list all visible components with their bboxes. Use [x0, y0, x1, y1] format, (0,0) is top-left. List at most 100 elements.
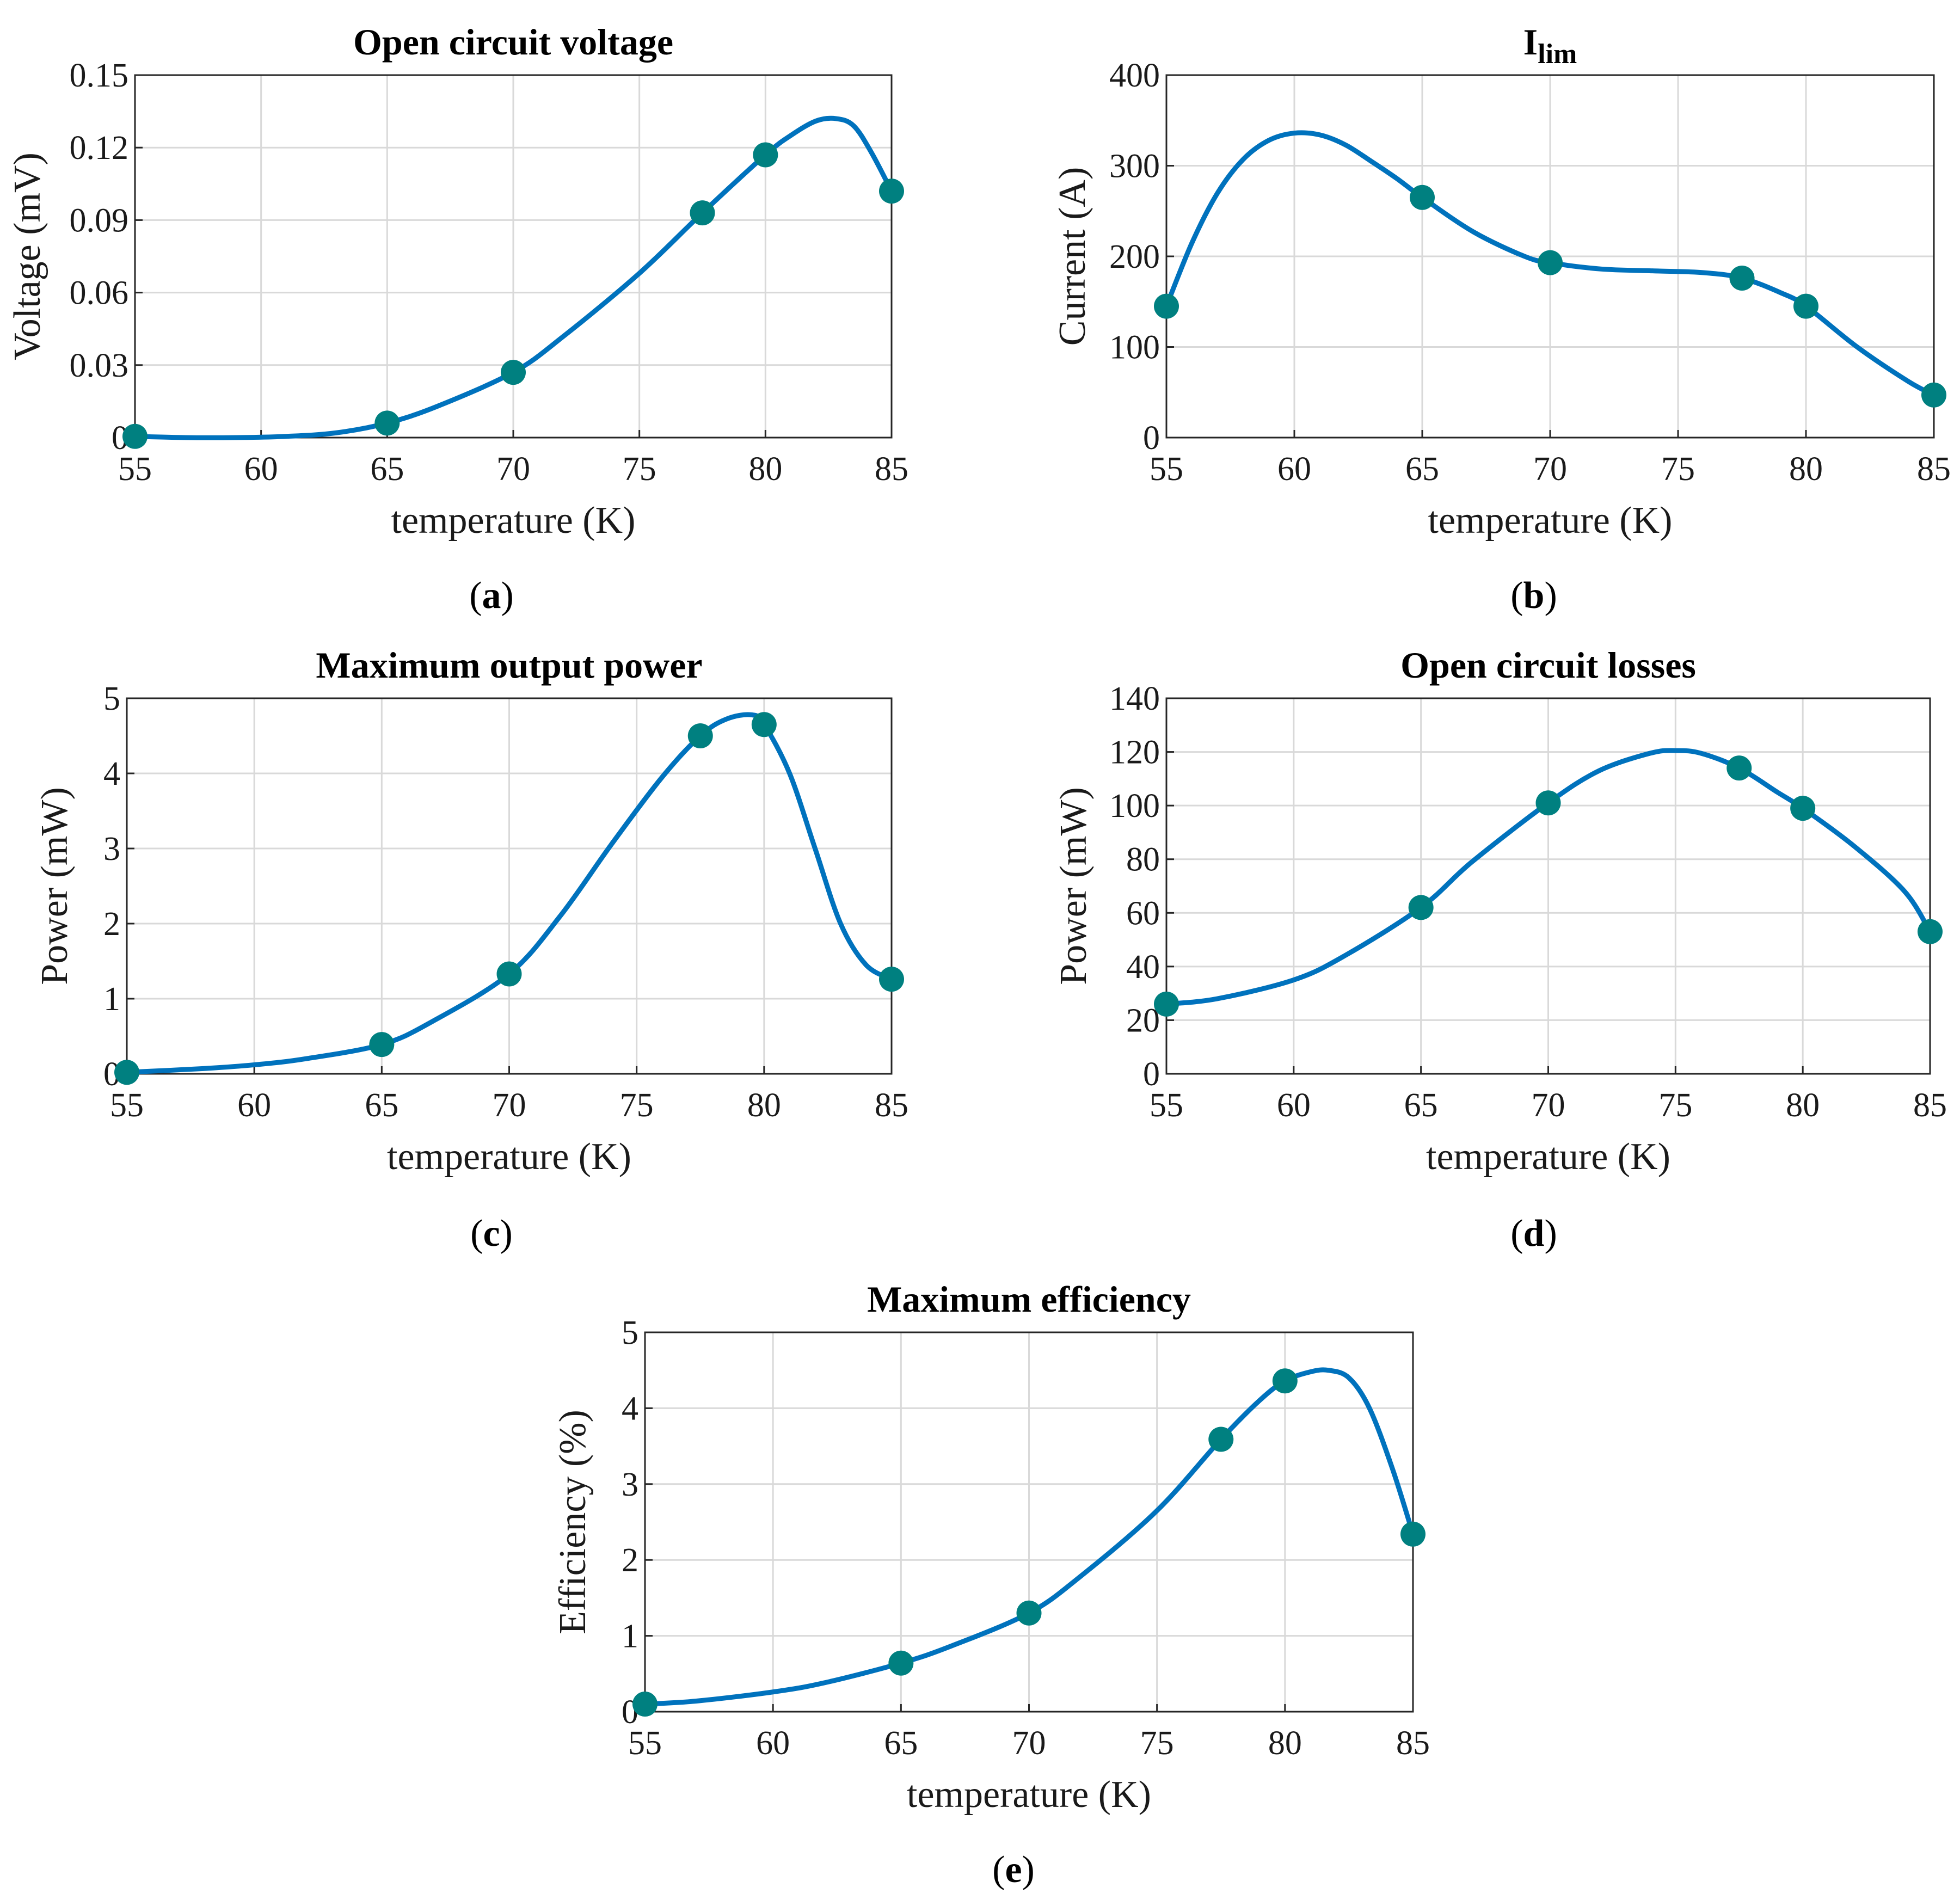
x-tick-label: 75 [1661, 451, 1695, 488]
x-tick-label: 65 [370, 451, 404, 488]
y-axis-label: Voltage (mV) [7, 152, 48, 360]
y-tick-label: 2 [103, 906, 120, 943]
y-tick-label: 0.06 [70, 275, 129, 312]
data-point [501, 360, 526, 385]
x-tick-label: 85 [875, 1087, 908, 1124]
x-tick-label: 85 [1917, 451, 1951, 488]
x-tick-label: 80 [748, 451, 782, 488]
x-tick-label: 70 [496, 451, 530, 488]
x-axis-label: temperature (K) [1426, 1136, 1670, 1178]
series-line [124, 712, 894, 1075]
data-point [1729, 265, 1755, 291]
y-tick-label: 40 [1126, 949, 1160, 986]
data-point [1921, 382, 1946, 408]
data-point [1408, 895, 1434, 920]
x-tick-label: 75 [1658, 1087, 1692, 1124]
x-tick-label: 80 [1789, 451, 1823, 488]
series-line [1164, 130, 1937, 398]
panel-a: 55 60 65 70 75 80 8500.030.060.090.120.15Open … [7, 21, 908, 542]
y-tick-label: 4 [103, 755, 120, 792]
x-tick-label: 80 [747, 1087, 781, 1124]
panel-label-c: (c) [470, 1213, 513, 1255]
data-point [751, 712, 777, 737]
data-point [1538, 250, 1563, 275]
panel-d: 55 60 65 70 75 80 85 0 20 40 60 80 100 120 140 Open cir… [1053, 644, 1947, 1178]
data-point [1154, 991, 1179, 1017]
x-tick-label: 70 [1532, 1087, 1565, 1124]
x-tick-label: 60 [1277, 451, 1311, 488]
x-axis-label: temperature (K) [387, 1136, 631, 1178]
y-tick-label: 0.15 [70, 57, 129, 94]
y-tick-label: 1 [103, 981, 120, 1018]
data-point [122, 423, 148, 449]
x-tick-label: 60 [244, 451, 278, 488]
data-point [687, 723, 713, 748]
y-tick-label: 4 [622, 1390, 638, 1427]
x-axis-label: temperature (K) [1428, 500, 1673, 542]
panel-label-a: (a) [469, 575, 514, 617]
x-tick-label: 75 [1140, 1725, 1174, 1762]
data-point [496, 961, 522, 987]
data-point [374, 410, 400, 436]
y-tick-label: 0.12 [70, 130, 129, 167]
data-point [1726, 755, 1752, 781]
x-axis-label: temperature (K) [907, 1774, 1151, 1816]
x-tick-label: 60 [756, 1725, 790, 1762]
data-point [879, 179, 904, 204]
y-tick-label: 200 [1109, 238, 1160, 275]
x-tick-label: 60 [1277, 1087, 1311, 1124]
y-axis-label: Power (mW) [34, 787, 76, 985]
y-tick-label: 3 [103, 831, 120, 868]
data-point [1272, 1368, 1298, 1394]
series-line [642, 1367, 1416, 1707]
panel-label-d: (d) [1510, 1213, 1557, 1255]
data-point [690, 200, 715, 226]
series-line [1164, 748, 1933, 1007]
y-tick-label: 80 [1126, 841, 1160, 878]
data-point [632, 1692, 658, 1717]
y-tick-label: 5 [622, 1314, 638, 1351]
x-tick-label: 85 [1396, 1725, 1430, 1762]
x-tick-label: 55 [110, 1087, 144, 1124]
y-tick-label: 100 [1109, 329, 1160, 366]
chart-title: Ilim [1523, 21, 1577, 70]
y-tick-label: 400 [1109, 57, 1160, 94]
x-tick-label: 65 [365, 1087, 398, 1124]
y-tick-label: 140 [1109, 680, 1160, 717]
x-tick-label: 65 [1405, 451, 1439, 488]
data-point [1208, 1426, 1234, 1452]
x-tick-label: 80 [1786, 1087, 1820, 1124]
y-tick-label: 2 [622, 1542, 638, 1579]
data-point [753, 142, 778, 168]
panel-label-b: (b) [1510, 575, 1557, 617]
data-point [1535, 790, 1561, 816]
series-line [132, 115, 894, 440]
y-tick-label: 0.03 [70, 347, 129, 384]
y-tick-label: 20 [1126, 1002, 1160, 1039]
x-tick-label: 85 [875, 451, 908, 488]
y-axis-label: Current (A) [1052, 167, 1093, 346]
x-tick-label: 70 [1012, 1725, 1046, 1762]
y-tick-label: 0 [1143, 420, 1160, 457]
x-tick-label: 65 [884, 1725, 918, 1762]
panel-label-e: (e) [992, 1849, 1035, 1891]
data-point [1410, 185, 1435, 210]
y-tick-label: 100 [1109, 788, 1160, 825]
y-axis-label: Power (mW) [1053, 787, 1095, 985]
x-tick-label: 65 [1404, 1087, 1438, 1124]
data-point [1400, 1521, 1426, 1547]
data-point [1016, 1600, 1042, 1626]
y-tick-label: 0 [1143, 1056, 1160, 1093]
data-point [888, 1650, 914, 1676]
data-point [369, 1032, 395, 1057]
data-point [1154, 293, 1179, 319]
y-tick-label: 5 [103, 680, 120, 717]
y-tick-label: 60 [1126, 895, 1160, 932]
x-tick-label: 80 [1268, 1725, 1302, 1762]
x-tick-label: 70 [493, 1087, 526, 1124]
x-tick-label: 85 [1913, 1087, 1947, 1124]
x-tick-label: 55 [628, 1725, 662, 1762]
